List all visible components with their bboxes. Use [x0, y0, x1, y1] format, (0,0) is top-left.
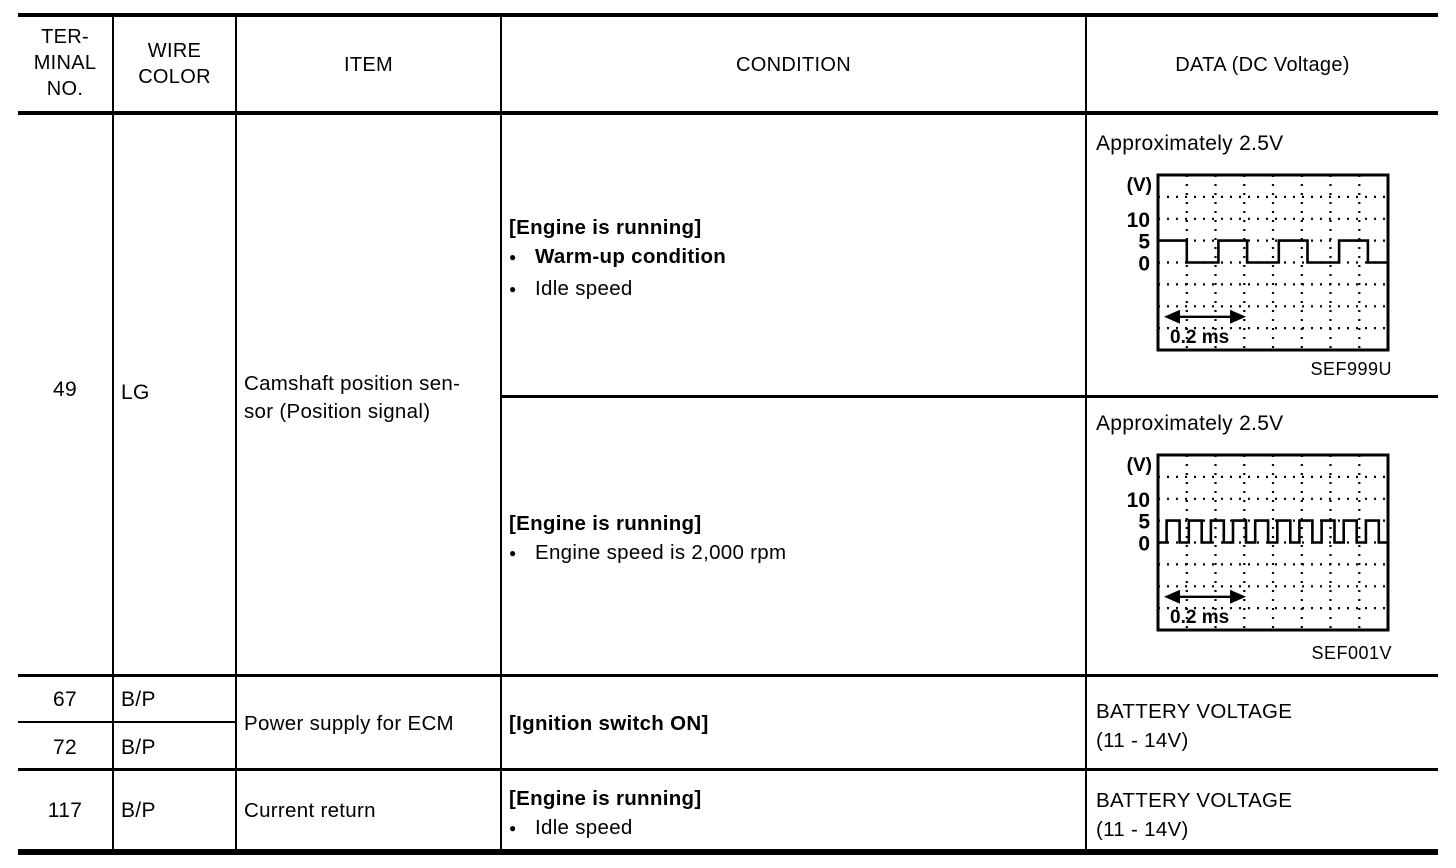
data-49-a-label: Approximately 2.5V: [1096, 132, 1284, 155]
item-67-72: Power supply for ECM: [244, 712, 454, 735]
svg-text:5: 5: [1138, 231, 1150, 254]
data-49-b-label: Approximately 2.5V: [1096, 412, 1284, 435]
table-bottom-rule: [18, 849, 1438, 855]
col-divider-item-condition: [500, 13, 502, 855]
header-data: DATA (DC Voltage): [1175, 54, 1350, 76]
figure-caption-sef999u: SEF999U: [1310, 359, 1392, 379]
svg-text:(V): (V): [1127, 455, 1152, 476]
oscilloscope-chart-sef001v: (V) 10 5 0 0.2 ms: [1106, 451, 1394, 643]
row49-bottom-rule: [18, 674, 1438, 677]
item-117: Current return: [244, 799, 376, 822]
data-117-line2: (11 - 14V): [1096, 818, 1189, 841]
bullet-icon: ●: [509, 282, 517, 296]
figure-caption-sef001v: SEF001V: [1311, 643, 1392, 663]
col-divider-condition-data: [1085, 13, 1087, 855]
condition-49-b-bullet1: Engine speed is 2,000 rpm: [535, 541, 787, 564]
terminal-117: 117: [47, 799, 83, 822]
svg-text:0.2 ms: 0.2 ms: [1170, 607, 1229, 628]
header-bottom-rule: [18, 111, 1438, 115]
svg-text:(V): (V): [1127, 175, 1152, 196]
svg-text:0: 0: [1138, 533, 1150, 556]
row72-bottom-rule: [18, 768, 1438, 771]
terminal-49: 49: [53, 378, 77, 401]
condition-67-72: [Ignition switch ON]: [509, 712, 709, 735]
condition-49-b: [Engine is running] ● Engine speed is 2,0…: [509, 509, 786, 570]
oscilloscope-chart-sef999u: (V) 10 5 0 0.2 ms: [1106, 171, 1394, 363]
item-49-line1: Camshaft position sen-: [244, 372, 461, 395]
svg-text:0.2 ms: 0.2 ms: [1170, 327, 1229, 348]
header-condition: CONDITION: [736, 54, 851, 76]
item-49-line2: sor (Position signal): [244, 400, 431, 423]
col-divider-wire-item: [235, 13, 237, 855]
svg-text:0: 0: [1138, 253, 1150, 276]
header-terminal-no: TER- MINAL NO.: [18, 24, 112, 102]
header-terminal-line1: TER-: [41, 26, 89, 48]
header-terminal-line3: NO.: [46, 78, 84, 100]
data-117: BATTERY VOLTAGE (11 - 14V): [1096, 786, 1292, 844]
wire-color-117: B/P: [121, 799, 156, 822]
condition-117-bullet1: Idle speed: [535, 816, 633, 839]
wire-color-72: B/P: [121, 736, 156, 759]
data-67-72-line2: (11 - 14V): [1096, 729, 1189, 752]
wire-color-49: LG: [121, 381, 150, 404]
header-item: ITEM: [344, 54, 393, 76]
bullet-icon: ●: [509, 250, 517, 264]
data-117-line1: BATTERY VOLTAGE: [1096, 789, 1293, 812]
condition-49-a-bullet2: Idle speed: [535, 277, 633, 300]
condition-117-bracket: [Engine is running]: [509, 787, 702, 810]
condition-49-a: [Engine is running] ● Warm-up condition ●…: [509, 213, 726, 306]
row67-72-divider: [18, 721, 237, 723]
bullet-icon: ●: [509, 821, 517, 835]
condition-49-a-bullet1: Warm-up condition: [535, 245, 727, 268]
svg-text:5: 5: [1138, 511, 1150, 534]
terminal-67: 67: [53, 688, 77, 711]
bullet-icon: ●: [509, 546, 517, 560]
header-wire-line1: WIRE: [147, 40, 202, 62]
svg-text:10: 10: [1127, 489, 1150, 512]
header-wire-line2: COLOR: [138, 66, 211, 88]
condition-49-b-bracket: [Engine is running]: [509, 512, 702, 535]
header-wire-color: WIRE COLOR: [114, 38, 235, 90]
condition-49-a-bracket: [Engine is running]: [509, 216, 702, 239]
wire-color-67: B/P: [121, 688, 156, 711]
col-divider-terminal-wire: [112, 13, 114, 855]
row49-subrow-divider: [500, 395, 1438, 398]
data-67-72: BATTERY VOLTAGE (11 - 14V): [1096, 697, 1292, 755]
svg-text:10: 10: [1127, 209, 1150, 232]
terminal-72: 72: [53, 736, 77, 759]
data-67-72-line1: BATTERY VOLTAGE: [1096, 700, 1293, 723]
table-top-rule: [18, 13, 1438, 17]
header-terminal-line2: MINAL: [33, 52, 97, 74]
condition-117: [Engine is running] ● Idle speed: [509, 784, 701, 845]
item-49: Camshaft position sen- sor (Position sig…: [244, 370, 500, 426]
